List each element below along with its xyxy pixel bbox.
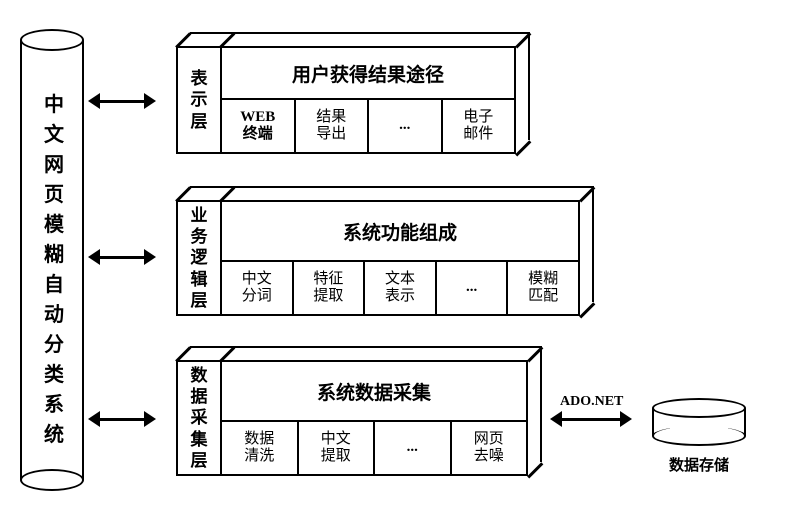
layer-cell: 文本表示 <box>365 262 437 314</box>
system-cylinder: 中文网页模糊自动分类系统 <box>20 40 84 480</box>
double-arrow <box>100 418 144 421</box>
system-title: 中文网页模糊自动分类系统 <box>22 70 86 470</box>
layer-header: 系统功能组成 <box>222 202 578 262</box>
layer-label: 表示层 <box>178 48 222 152</box>
double-arrow <box>100 100 144 103</box>
layer-cell: 特征提取 <box>294 262 366 314</box>
layer-data: 数据采集层系统数据采集数据清洗中文提取...网页去噪 <box>176 360 528 476</box>
layer-presentation: 表示层用户获得结果途径WEB终端结果导出...电子邮件 <box>176 46 516 154</box>
layer-cell: 模糊匹配 <box>508 262 578 314</box>
storage-label: 数据存储 <box>652 454 746 475</box>
layer-cell: ... <box>437 262 509 314</box>
layer-cell: 结果导出 <box>296 100 370 152</box>
layer-cell: 电子邮件 <box>443 100 515 152</box>
diagram-canvas: 中文网页模糊自动分类系统 ADO.NET 数据存储 表示层用户获得结果途径WEB… <box>20 20 780 506</box>
layer-cell: 数据清洗 <box>222 422 299 474</box>
layer-label: 数据采集层 <box>178 362 222 474</box>
layer-label: 业务逻辑层 <box>178 202 222 314</box>
ado-net-label: ADO.NET <box>560 394 623 410</box>
storage-disk <box>652 398 746 446</box>
double-arrow <box>100 256 144 259</box>
layer-header: 用户获得结果途径 <box>222 48 514 100</box>
layer-cell: 中文提取 <box>299 422 376 474</box>
layer-header: 系统数据采集 <box>222 362 526 422</box>
double-arrow <box>562 418 620 421</box>
layer-cell: 中文分词 <box>222 262 294 314</box>
layer-cell: ... <box>375 422 452 474</box>
layer-cell: 网页去噪 <box>452 422 527 474</box>
layer-cell: WEB终端 <box>222 100 296 152</box>
layer-logic: 业务逻辑层系统功能组成中文分词特征提取文本表示...模糊匹配 <box>176 200 580 316</box>
layer-cell: ... <box>369 100 443 152</box>
